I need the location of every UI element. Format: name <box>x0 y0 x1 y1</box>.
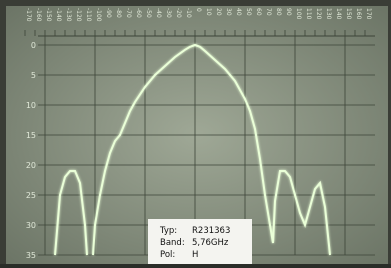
info-label: Band: <box>160 238 185 248</box>
x-tick-label: 160 <box>355 8 362 20</box>
page: 05101520253035-170-160-150-140-130-120-1… <box>0 0 391 264</box>
x-tick-label: 60 <box>255 8 262 16</box>
x-tick-label: 100 <box>295 8 302 20</box>
y-tick-label: 0 <box>31 41 36 50</box>
x-tick-label: -140 <box>55 8 62 22</box>
x-tick-label: 110 <box>305 8 312 20</box>
x-tick-label: -120 <box>75 8 82 22</box>
x-tick-label: -20 <box>175 8 182 18</box>
x-tick-label: 80 <box>275 8 282 16</box>
y-tick-label: 5 <box>31 71 36 80</box>
x-tick-label: 120 <box>315 8 322 20</box>
info-label: Typ: <box>159 226 177 236</box>
x-tick-label: 10 <box>205 8 212 16</box>
x-tick-label: -40 <box>155 8 162 18</box>
x-tick-label: -90 <box>105 8 112 18</box>
x-tick-label: 140 <box>335 8 342 20</box>
x-tick-label: 90 <box>285 8 292 16</box>
x-tick-label: 150 <box>345 8 352 20</box>
x-tick-label: -110 <box>85 8 92 22</box>
x-tick-label: -150 <box>45 8 52 22</box>
info-value: H <box>192 250 198 260</box>
x-tick-label: 130 <box>325 8 332 20</box>
y-tick-label: 10 <box>26 101 36 110</box>
x-tick-label: -30 <box>165 8 172 18</box>
x-tick-label: 170 <box>365 8 372 20</box>
x-tick-label: 0 <box>195 8 202 12</box>
x-tick-label: -60 <box>135 8 142 18</box>
x-tick-label: 70 <box>265 8 272 16</box>
chart: 05101520253035-170-160-150-140-130-120-1… <box>0 0 391 264</box>
y-tick-label: 35 <box>26 251 36 260</box>
info-label: Pol: <box>160 250 175 260</box>
y-tick-label: 25 <box>26 191 36 200</box>
x-tick-label: 40 <box>235 8 242 16</box>
y-tick-label: 15 <box>26 131 36 140</box>
y-tick-label: 20 <box>26 161 36 170</box>
x-tick-label: -100 <box>95 8 102 22</box>
x-tick-label: -160 <box>35 8 42 22</box>
x-tick-label: -50 <box>145 8 152 18</box>
x-tick-label: -130 <box>65 8 72 22</box>
x-tick-label: -70 <box>125 8 132 18</box>
y-tick-label: 30 <box>26 221 36 230</box>
x-tick-label: -170 <box>25 8 32 22</box>
info-value: 5,76GHz <box>192 238 229 248</box>
x-tick-label: -10 <box>185 8 192 18</box>
x-tick-label: -80 <box>115 8 122 18</box>
x-tick-label: 20 <box>215 8 222 16</box>
x-tick-label: 30 <box>225 8 232 16</box>
info-value: R231363 <box>192 226 230 236</box>
x-tick-label: 50 <box>245 8 252 16</box>
